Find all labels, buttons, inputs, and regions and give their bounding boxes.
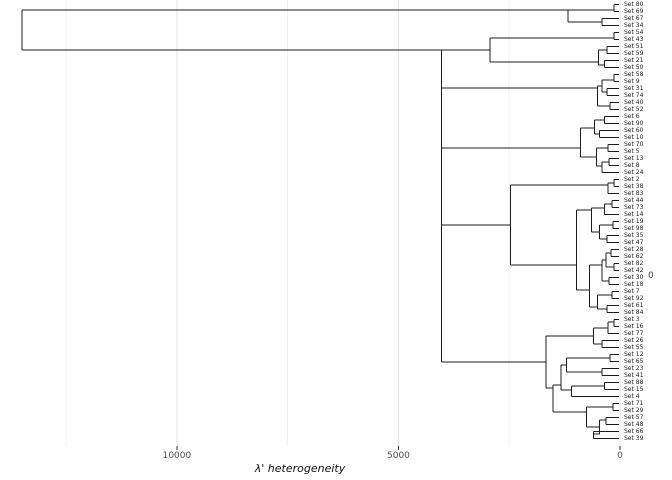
- leaf-label: Set 26: [624, 337, 644, 344]
- leaf-label: Set 15: [624, 386, 644, 393]
- leaf-label: Set 61: [624, 302, 644, 309]
- leaf-label: Set 55: [624, 344, 644, 351]
- leaf-label: Set 44: [624, 197, 644, 204]
- leaf-label: Set 80: [624, 1, 644, 8]
- leaf-label: Set 16: [624, 323, 644, 330]
- leaf-label: Set 74: [624, 92, 644, 99]
- leaf-label: Set 73: [624, 204, 644, 211]
- leaf-label: Set 83: [624, 190, 644, 197]
- leaf-label: Set 9: [624, 78, 640, 85]
- leaf-label: Set 82: [624, 260, 644, 267]
- leaf-label: Set 90: [624, 120, 644, 127]
- leaf-label: Set 98: [624, 225, 644, 232]
- leaf-label: Set 21: [624, 57, 644, 64]
- leaf-label: Set 28: [624, 246, 644, 253]
- leaf-label: Set 31: [624, 85, 644, 92]
- leaf-label: Set 39: [624, 435, 644, 442]
- leaf-label: Set 4: [624, 393, 640, 400]
- leaf-label: Set 60: [624, 127, 644, 134]
- x-axis-title: λ' heterogeneity: [254, 462, 346, 475]
- leaf-label: Set 42: [624, 267, 644, 274]
- leaf-label: Set 34: [624, 22, 644, 29]
- leaf-label: Set 47: [624, 239, 644, 246]
- leaf-label: Set 54: [624, 29, 644, 36]
- leaf-label: Set 38: [624, 183, 644, 190]
- leaf-label: Set 67: [624, 15, 644, 22]
- stray-zero-label: 0: [648, 271, 654, 281]
- leaf-label: Set 7: [624, 288, 640, 295]
- leaf-label: Set 29: [624, 407, 644, 414]
- leaf-label: Set 13: [624, 155, 644, 162]
- leaf-label: Set 48: [624, 421, 644, 428]
- leaf-label: Set 41: [624, 372, 644, 379]
- leaf-label: Set 10: [624, 134, 644, 141]
- leaf-label: Set 8: [624, 162, 640, 169]
- leaf-label: Set 50: [624, 64, 644, 71]
- leaf-label: Set 12: [624, 351, 644, 358]
- leaf-label: Set 35: [624, 232, 644, 239]
- leaf-label: Set 77: [624, 330, 644, 337]
- leaf-label: Set 51: [624, 43, 644, 50]
- leaf-label: Set 62: [624, 253, 644, 260]
- leaf-label: Set 52: [624, 106, 644, 113]
- leaf-label: Set 43: [624, 36, 644, 43]
- leaf-label: Set 70: [624, 141, 644, 148]
- leaf-label: Set 19: [624, 218, 644, 225]
- x-tick-label: 5000: [387, 451, 410, 461]
- leaf-label: Set 3: [624, 316, 640, 323]
- x-tick-label: 10000: [162, 451, 192, 461]
- x-tick-label: 0: [617, 451, 623, 461]
- leaf-label: Set 66: [624, 428, 644, 435]
- leaf-label: Set 84: [624, 309, 644, 316]
- leaf-label: Set 2: [624, 176, 640, 183]
- leaf-label: Set 18: [624, 281, 644, 288]
- leaf-label: Set 23: [624, 365, 644, 372]
- leaf-label: Set 92: [624, 295, 644, 302]
- leaf-label: Set 14: [624, 211, 644, 218]
- leaf-label: Set 88: [624, 379, 644, 386]
- leaf-label: Set 40: [624, 99, 644, 106]
- leaf-label: Set 58: [624, 71, 644, 78]
- leaf-label: Set 59: [624, 50, 644, 57]
- leaf-label: Set 69: [624, 8, 644, 15]
- leaf-label: Set 5: [624, 148, 640, 155]
- leaf-label: Set 30: [624, 274, 644, 281]
- leaf-label: Set 65: [624, 358, 644, 365]
- leaf-label: Set 6: [624, 113, 640, 120]
- leaf-label: Set 24: [624, 169, 644, 176]
- leaf-label: Set 71: [624, 400, 644, 407]
- leaf-label: Set 57: [624, 414, 644, 421]
